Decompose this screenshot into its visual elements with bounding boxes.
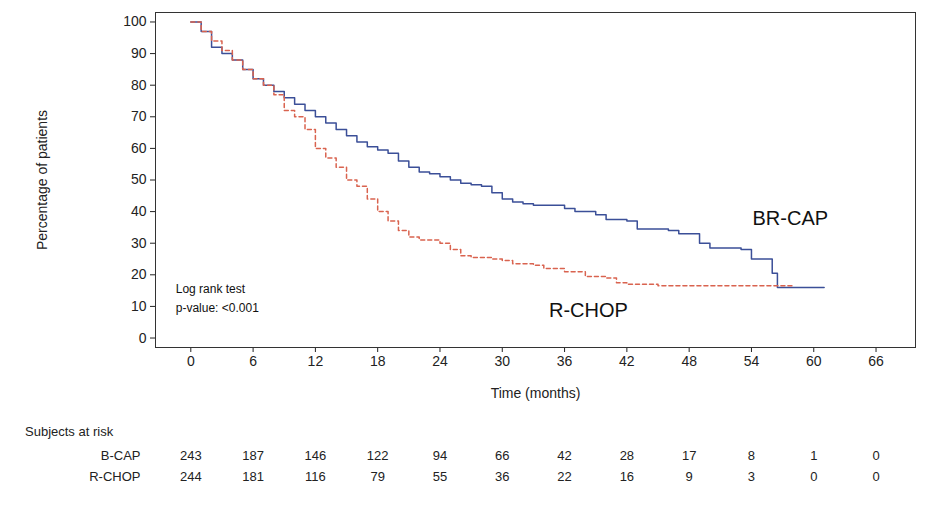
svg-text:R-CHOP: R-CHOP [549, 299, 628, 321]
svg-text:18: 18 [370, 353, 386, 369]
svg-text:181: 181 [242, 469, 264, 484]
svg-text:R-CHOP: R-CHOP [89, 469, 140, 484]
svg-text:66: 66 [868, 353, 884, 369]
svg-text:20: 20 [131, 266, 147, 282]
svg-text:48: 48 [681, 353, 697, 369]
svg-text:30: 30 [131, 235, 147, 251]
svg-text:Percentage of patients: Percentage of patients [34, 110, 50, 250]
svg-text:0: 0 [187, 353, 195, 369]
svg-text:p-value: <0.001: p-value: <0.001 [176, 301, 259, 315]
svg-text:28: 28 [620, 448, 634, 463]
svg-text:6: 6 [249, 353, 257, 369]
svg-text:0: 0 [872, 469, 879, 484]
svg-text:66: 66 [495, 448, 509, 463]
svg-text:90: 90 [131, 45, 147, 61]
svg-text:94: 94 [433, 448, 447, 463]
svg-text:BR-CAP: BR-CAP [752, 207, 828, 229]
svg-text:116: 116 [305, 469, 326, 484]
svg-text:36: 36 [557, 353, 573, 369]
svg-text:243: 243 [180, 448, 202, 463]
svg-text:Log rank test: Log rank test [176, 282, 246, 296]
svg-text:17: 17 [682, 448, 696, 463]
svg-text:54: 54 [744, 353, 760, 369]
svg-text:1: 1 [810, 448, 817, 463]
svg-text:55: 55 [433, 469, 447, 484]
svg-text:12: 12 [308, 353, 324, 369]
svg-text:122: 122 [367, 448, 389, 463]
svg-text:22: 22 [557, 469, 571, 484]
svg-text:60: 60 [131, 140, 147, 156]
svg-text:B-CAP: B-CAP [101, 448, 141, 463]
svg-text:36: 36 [495, 469, 509, 484]
html-text:Subjects at risk: Subjects at risk [25, 424, 114, 439]
svg-text:40: 40 [131, 203, 147, 219]
svg-text:0: 0 [810, 469, 817, 484]
svg-text:187: 187 [242, 448, 264, 463]
svg-text:50: 50 [131, 171, 147, 187]
svg-text:80: 80 [131, 77, 147, 93]
svg-text:79: 79 [370, 469, 384, 484]
svg-text:42: 42 [619, 353, 635, 369]
svg-text:244: 244 [180, 469, 202, 484]
svg-text:60: 60 [806, 353, 822, 369]
svg-text:30: 30 [494, 353, 510, 369]
svg-text:146: 146 [305, 448, 327, 463]
svg-text:8: 8 [748, 448, 755, 463]
svg-text:16: 16 [620, 469, 634, 484]
svg-text:42: 42 [557, 448, 571, 463]
svg-text:10: 10 [131, 298, 147, 314]
svg-text:Time (months): Time (months) [491, 385, 581, 401]
svg-text:24: 24 [432, 353, 448, 369]
svg-text:3: 3 [748, 469, 755, 484]
svg-text:70: 70 [131, 108, 147, 124]
svg-text:100: 100 [123, 13, 147, 29]
svg-text:0: 0 [139, 329, 147, 345]
svg-text:9: 9 [686, 469, 693, 484]
svg-text:0: 0 [872, 448, 879, 463]
